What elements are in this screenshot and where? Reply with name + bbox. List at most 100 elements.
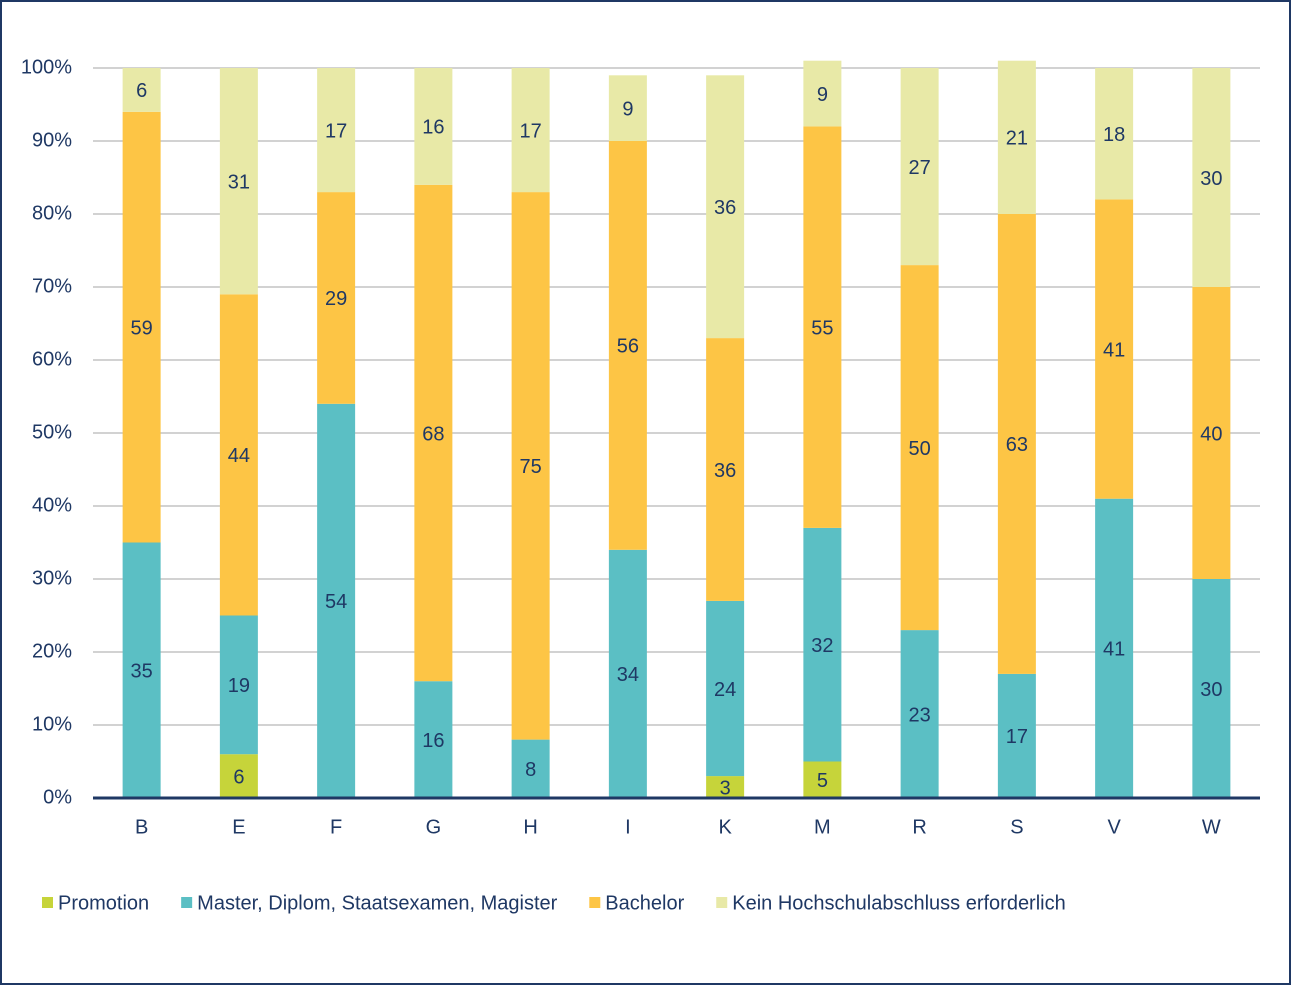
bar-segment [900, 265, 939, 631]
data-label: 41 [1103, 639, 1125, 661]
x-tick-label: W [1202, 816, 1221, 838]
data-label: 56 [617, 336, 639, 358]
data-label: 44 [228, 445, 250, 467]
bar-segment [706, 338, 745, 601]
bar-segment [317, 68, 356, 193]
y-tick-label: 80% [32, 202, 72, 224]
data-label: 17 [1006, 726, 1028, 748]
data-label: 17 [325, 120, 347, 142]
y-tick-label: 60% [32, 348, 72, 370]
x-tick-label: S [1010, 816, 1023, 838]
data-label: 5 [817, 770, 828, 792]
data-label: 6 [233, 766, 244, 788]
bar-segment [1095, 199, 1134, 499]
legend-label: Kein Hochschulabschluss erforderlich [732, 892, 1066, 914]
data-label: 9 [817, 84, 828, 106]
y-tick-label: 0% [43, 786, 72, 808]
data-label: 41 [1103, 339, 1125, 361]
bar-segment [997, 214, 1036, 674]
bar-segment [317, 403, 356, 798]
x-tick-label: E [232, 816, 245, 838]
bar-segment [900, 630, 939, 798]
bar-segment [803, 527, 842, 762]
bar-segment [1192, 287, 1231, 579]
x-tick-label: R [912, 816, 926, 838]
data-label: 36 [714, 197, 736, 219]
data-label: 32 [811, 635, 833, 657]
bar-segment [608, 549, 647, 798]
bar-segment [608, 141, 647, 550]
data-label: 18 [1103, 124, 1125, 146]
bar-segment [122, 542, 161, 798]
legend-label: Bachelor [605, 892, 684, 914]
y-tick-label: 70% [32, 275, 72, 297]
x-tick-label: B [135, 816, 148, 838]
data-label: 6 [136, 80, 147, 102]
data-label: 16 [422, 730, 444, 752]
data-label: 50 [909, 438, 931, 460]
data-label: 29 [325, 288, 347, 310]
y-tick-label: 30% [32, 567, 72, 589]
bar-segment [1095, 68, 1134, 200]
data-label: 40 [1200, 423, 1222, 445]
data-label: 36 [714, 460, 736, 482]
bar-segment [803, 60, 842, 127]
legend-label: Master, Diplom, Staatsexamen, Magister [197, 892, 557, 914]
legend-swatch [42, 897, 53, 908]
bar-segment [511, 68, 550, 193]
y-tick-label: 50% [32, 421, 72, 443]
data-label: 55 [811, 317, 833, 339]
y-tick-label: 100% [21, 56, 72, 78]
bar-segment [414, 681, 453, 798]
data-label: 30 [1200, 679, 1222, 701]
data-label: 68 [422, 423, 444, 445]
bar-segment [511, 192, 550, 740]
legend-swatch [716, 897, 728, 908]
bar-segment [219, 754, 258, 798]
y-tick-label: 90% [32, 129, 72, 151]
data-label: 59 [131, 317, 153, 339]
bar-segment [317, 192, 356, 404]
data-label: 24 [714, 679, 736, 701]
x-tick-label: K [718, 816, 732, 838]
bar-segment [122, 111, 161, 543]
bar-segment [219, 68, 258, 295]
bar-segment [900, 68, 939, 266]
x-tick-label: G [426, 816, 442, 838]
data-label: 30 [1200, 168, 1222, 190]
bar-segment [511, 739, 550, 798]
bar-segment [219, 615, 258, 755]
legend-swatch [181, 897, 193, 908]
bar-segment [414, 68, 453, 185]
data-label: 63 [1006, 434, 1028, 456]
bar-segment [803, 126, 842, 528]
bar-segment [997, 60, 1036, 215]
bar-segment [608, 75, 647, 141]
data-label: 19 [228, 675, 250, 697]
data-label: 3 [720, 777, 731, 799]
data-label: 27 [909, 157, 931, 179]
data-label: 23 [909, 704, 931, 726]
bar-segment [706, 600, 745, 777]
bar-segment [219, 294, 258, 616]
data-label: 31 [228, 171, 250, 193]
data-label: 35 [131, 661, 153, 683]
data-label: 17 [520, 120, 542, 142]
legend-label: Promotion [58, 892, 149, 914]
legend-swatch [589, 897, 601, 908]
bar-segment [1192, 579, 1231, 798]
y-tick-label: 10% [32, 713, 72, 735]
y-tick-label: 40% [32, 494, 72, 516]
bar-segment [122, 68, 161, 112]
bar-segment [414, 184, 453, 682]
data-label: 8 [525, 759, 536, 781]
x-tick-label: I [625, 816, 631, 838]
x-tick-label: H [523, 816, 537, 838]
x-tick-label: M [814, 816, 831, 838]
data-label: 21 [1006, 128, 1028, 150]
bar-segment [706, 75, 745, 339]
y-tick-label: 20% [32, 640, 72, 662]
data-label: 16 [422, 117, 444, 139]
x-tick-label: F [330, 816, 342, 838]
